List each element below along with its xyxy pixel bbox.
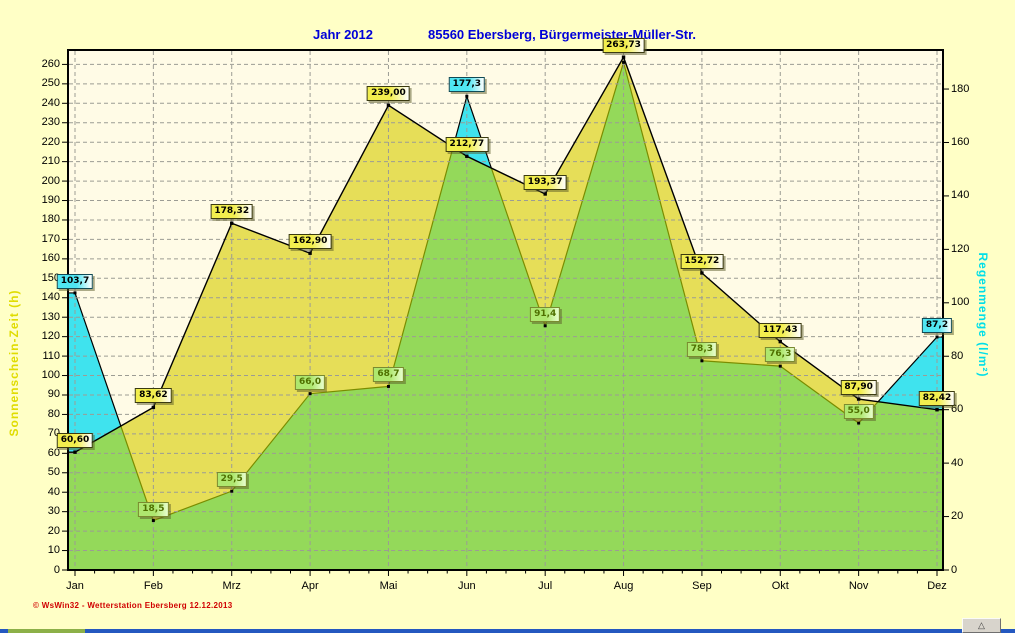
x-axis-month-label: Nov <box>848 580 869 592</box>
sunshine-value-label: 152,72 <box>680 254 724 270</box>
sunshine-value-label: 162,90 <box>288 234 332 250</box>
y-axis-right-tick-label: 160 <box>951 135 970 148</box>
left-axis-title: Sonnenschein-Zeit (h) <box>7 289 21 437</box>
y-axis-left-tick-label: 260 <box>41 57 60 70</box>
window-edge-strip <box>0 629 1015 633</box>
sunshine-value-label: 178,32 <box>210 204 254 220</box>
y-axis-right-tick-label: 100 <box>951 296 970 309</box>
y-axis-left-tick-label: 180 <box>41 213 60 226</box>
rain-value-label: 66,0 <box>294 374 326 390</box>
sunshine-value-label: 212,77 <box>445 137 489 153</box>
sunshine-value-label: 82,42 <box>918 390 956 406</box>
rain-value-label: 68,7 <box>373 367 404 383</box>
rain-value-label: 76,3 <box>765 347 796 363</box>
y-axis-left-tick-label: 130 <box>41 310 60 323</box>
y-axis-left-tick-label: 250 <box>41 77 60 90</box>
y-axis-left-tick-label: 20 <box>47 524 60 537</box>
y-axis-right-tick-label: 60 <box>951 403 964 416</box>
x-axis-month-label: Apr <box>301 580 319 592</box>
rollup-button[interactable]: △ <box>962 618 1001 633</box>
y-axis-left-tick-label: 40 <box>47 485 60 498</box>
y-axis-left-tick-label: 120 <box>41 330 60 343</box>
y-axis-left-tick-label: 10 <box>47 544 60 557</box>
x-axis-month-label: Feb <box>143 580 163 592</box>
x-axis-month-label: Mrz <box>222 580 241 592</box>
y-axis-right-tick-label: 40 <box>951 456 964 469</box>
rain-value-label: 18,5 <box>138 501 169 517</box>
x-axis-month-label: Jan <box>66 580 84 592</box>
y-axis-left-tick-label: 220 <box>41 135 60 148</box>
x-axis-month-label: Dez <box>927 580 947 592</box>
x-axis-month-label: Mai <box>379 580 398 592</box>
y-axis-left-tick-label: 60 <box>47 446 60 459</box>
credit-text: © WsWin32 - Wetterstation Ebersberg 12.1… <box>33 601 233 610</box>
y-axis-left-tick-label: 200 <box>41 174 60 187</box>
rain-value-label: 29,5 <box>216 472 247 488</box>
x-axis-month-label: Sep <box>692 580 712 592</box>
y-axis-left-tick-label: 150 <box>41 271 60 284</box>
rain-value-label: 103,7 <box>56 273 94 289</box>
y-axis-left-tick-label: 160 <box>41 252 60 265</box>
y-axis-right-tick-label: 120 <box>951 242 970 255</box>
rain-value-label: 78,3 <box>686 341 718 357</box>
y-axis-right-tick-label: 20 <box>951 510 964 523</box>
y-axis-left-tick-label: 230 <box>41 116 60 129</box>
sunshine-value-label: 117,43 <box>758 322 802 338</box>
x-axis-month-label: Okt <box>771 580 789 592</box>
y-axis-left-tick-label: 210 <box>41 155 60 168</box>
rain-value-label: 55,0 <box>843 404 874 420</box>
y-axis-left-tick-label: 90 <box>47 388 60 401</box>
y-axis-left-tick-label: 80 <box>47 407 60 420</box>
sunshine-value-label: 83,62 <box>135 388 172 404</box>
chart-title-year: Jahr 2012 <box>313 27 373 42</box>
y-axis-right-tick-label: 80 <box>951 349 964 362</box>
y-axis-right-tick-label: 180 <box>951 82 970 95</box>
y-axis-left-tick-label: 30 <box>47 505 60 518</box>
x-axis-month-label: Jul <box>538 580 553 592</box>
y-axis-left-tick-label: 110 <box>42 349 60 362</box>
y-axis-left-tick-label: 190 <box>41 194 60 207</box>
y-axis-left-tick-label: 100 <box>41 369 60 382</box>
sunshine-value-label: 193,37 <box>523 174 567 190</box>
y-axis-left-tick-label: 140 <box>41 291 60 304</box>
sunshine-value-label: 263,73 <box>602 38 645 54</box>
rain-value-label: 87,2 <box>921 318 953 333</box>
rain-value-label: 177,3 <box>448 77 486 93</box>
y-axis-right-tick-label: 140 <box>951 189 970 202</box>
sunshine-value-label: 87,90 <box>840 380 877 396</box>
y-axis-right-tick-label: 0 <box>951 563 958 576</box>
y-axis-left-tick-label: 50 <box>47 466 60 479</box>
window-edge-strip-green <box>8 629 85 633</box>
y-axis-left-tick-label: 240 <box>41 96 60 109</box>
x-axis-month-label: Jun <box>457 580 476 592</box>
sunshine-value-label: 239,00 <box>367 86 410 102</box>
y-axis-left-tick-label: 170 <box>41 232 60 245</box>
x-axis-month-label: Aug <box>613 580 634 592</box>
y-axis-left-tick-label: 0 <box>53 563 60 576</box>
y-axis-left-tick-label: 70 <box>47 427 60 440</box>
sunshine-value-label: 60,60 <box>56 433 94 449</box>
rain-value-label: 91,4 <box>530 306 561 322</box>
triangle-up-icon: △ <box>978 620 985 630</box>
